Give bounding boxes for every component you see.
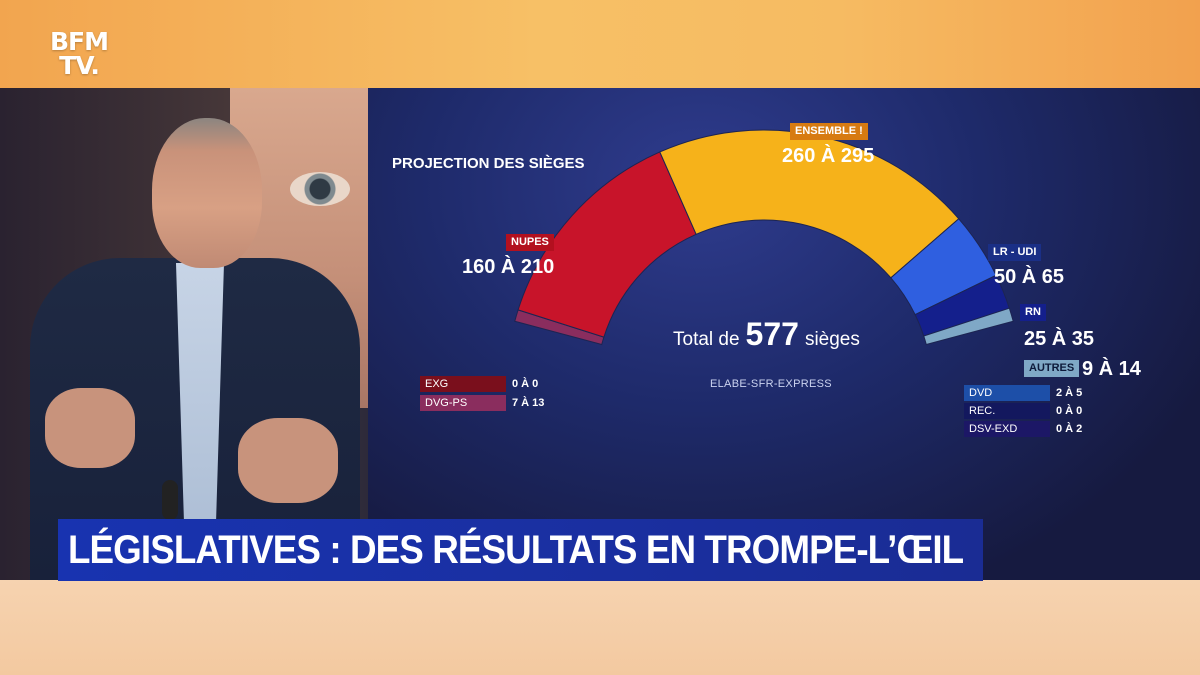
rec-value: 0 À 0 [1056,405,1083,417]
top-banner [0,0,1200,88]
dvgps-label: DVG-PS [420,395,506,411]
logo-line-2: TV. [59,51,100,80]
rn-tag: RN [1020,304,1046,321]
hemicycle-chart [514,129,1014,346]
autres-range: 9 À 14 [1082,358,1141,380]
dsvexd-label: DSV-EXD [964,421,1050,437]
nupes-range: 160 À 210 [462,256,555,278]
bottom-banner [0,580,1200,675]
rec-label: REC. [964,403,1050,419]
dvd-row: DVD 2 À 5 [964,385,1082,401]
exg-label: EXG [420,376,506,392]
rn-range: 25 À 35 [1024,328,1095,350]
microphone-icon [162,480,178,520]
logo-line-1: BFM [50,27,109,56]
headline: LÉGISLATIVES : DES RÉSULTATS EN TROMPE-L… [68,528,964,572]
hemicycle-segment-ensemble [659,129,960,279]
chart-title: PROJECTION DES SIÈGES [392,155,585,172]
studio-video [0,88,368,580]
presenter-right-hand [238,418,338,503]
total-prefix: Total de [673,329,740,350]
broadcast-stage: PROJECTION DES SIÈGES NUPES 160 À 210 EN… [0,88,1200,580]
rec-row: REC. 0 À 0 [964,403,1082,419]
dvd-value: 2 À 5 [1056,387,1083,399]
dvgps-value: 7 À 13 [512,397,545,409]
total-number: 577 [745,316,799,352]
ensemble-tag: ENSEMBLE ! [790,123,868,140]
lrudi-range: 50 À 65 [994,266,1065,288]
total-seats: Total de 577 sièges [673,316,860,353]
lrudi-tag: LR - UDI [988,244,1042,261]
lower-third: LÉGISLATIVES : DES RÉSULTATS EN TROMPE-L… [58,519,983,581]
presenter-left-hand [45,388,135,468]
ensemble-range: 260 À 295 [782,145,875,167]
dsvexd-value: 0 À 2 [1056,423,1083,435]
exg-value: 0 À 0 [512,378,539,390]
presenter-shirt [176,263,224,523]
dvd-label: DVD [964,385,1050,401]
dsvexd-row: DSV-EXD 0 À 2 [964,421,1082,437]
autres-tag: AUTRES [1024,360,1080,377]
poll-source: ELABE-SFR-EXPRESS [710,378,832,390]
exg-row: EXG 0 À 0 [420,376,538,392]
portrait-eye [290,172,350,206]
nupes-tag: NUPES [506,234,554,251]
hemicycle-segment-autres [923,307,1014,346]
seat-projection-graphic: PROJECTION DES SIÈGES NUPES 160 À 210 EN… [368,88,1200,580]
presenter-head [152,118,262,268]
dvgps-row: DVG-PS 7 À 13 [420,395,544,411]
channel-logo: BFM TV. [50,27,109,80]
total-suffix: sièges [804,329,860,350]
